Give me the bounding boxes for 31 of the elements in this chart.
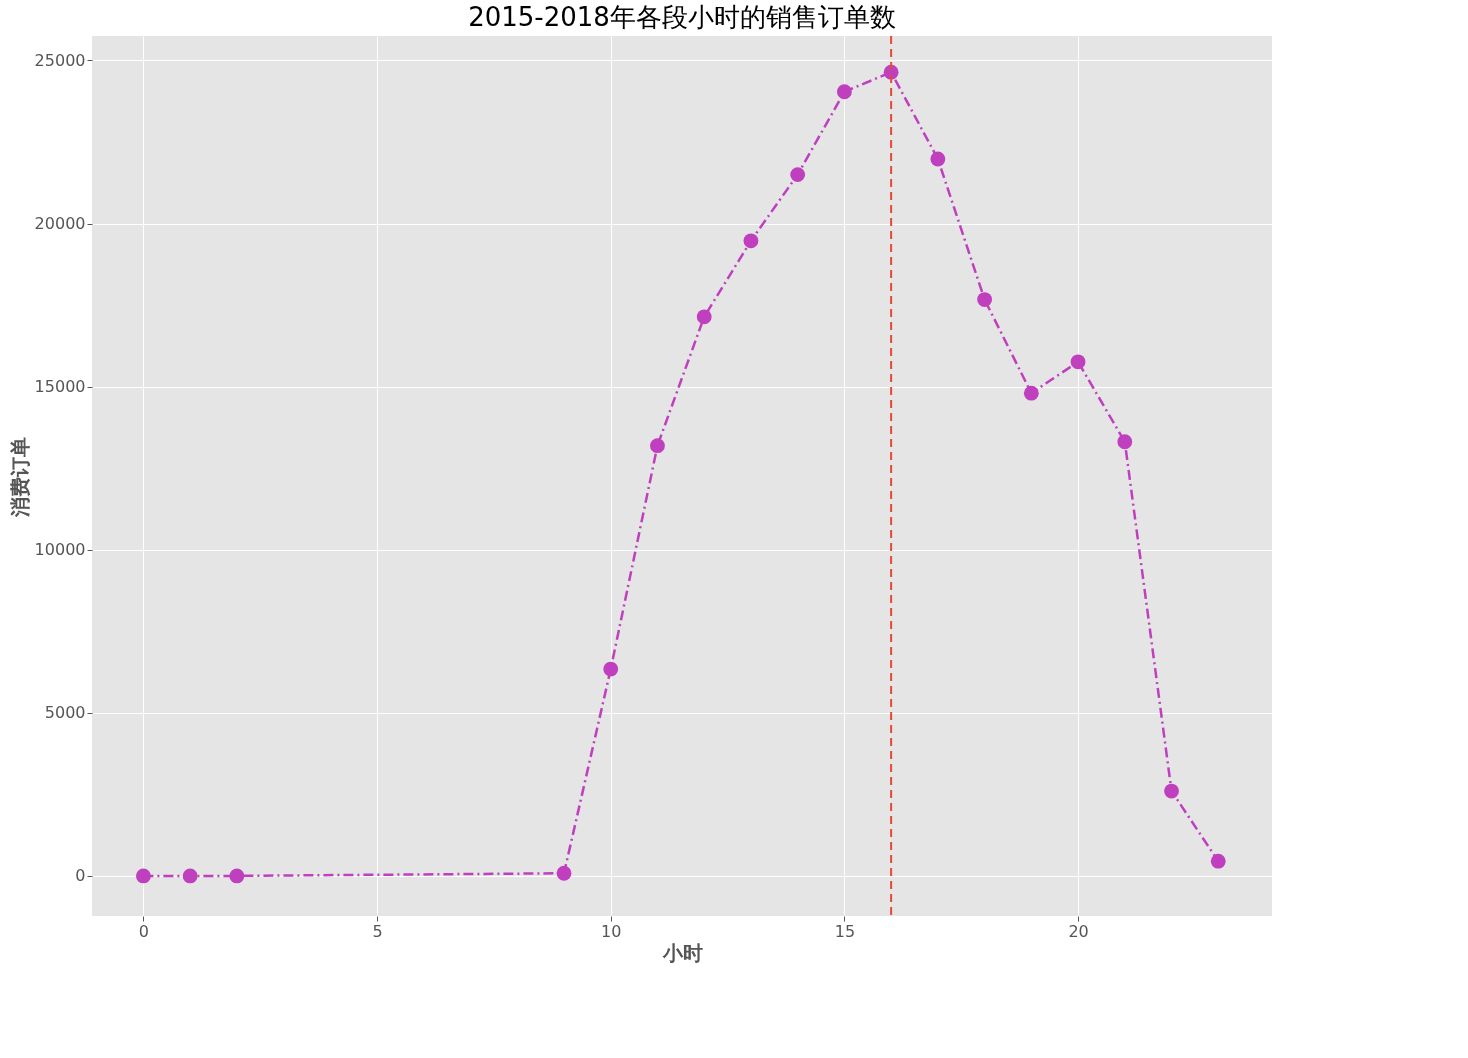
chart-title: 2015-2018年各段小时的销售订单数 (468, 2, 896, 32)
point (229, 868, 245, 884)
x-tick-label: 20 (1068, 921, 1089, 941)
point (836, 84, 852, 100)
point (790, 167, 806, 183)
point (556, 865, 572, 881)
point (1164, 783, 1179, 799)
y-tick-label: 25000 (34, 50, 86, 70)
point (135, 868, 151, 884)
point (696, 309, 712, 325)
point (1210, 853, 1226, 869)
y-axis-title: 消费订单 (7, 436, 32, 518)
x-tick-label: 10 (601, 921, 622, 941)
point (182, 868, 198, 884)
y-tick-label: 15000 (34, 377, 86, 397)
x-tick-label: 0 (138, 921, 149, 941)
y-tick-label: 10000 (34, 540, 86, 560)
y-tick-label: 20000 (34, 214, 86, 234)
point (1023, 385, 1039, 401)
x-tick-label: 5 (372, 921, 383, 941)
point (977, 292, 993, 307)
point (930, 151, 946, 167)
x-tick-label: 15 (834, 921, 856, 941)
point (743, 233, 759, 249)
point (1070, 354, 1086, 370)
point (1117, 434, 1133, 450)
y-tick-label: 5000 (44, 703, 86, 723)
y-tick-label: 0 (75, 866, 86, 886)
point (603, 661, 619, 677)
x-axis-title: 小时 (661, 940, 703, 965)
point (650, 438, 665, 454)
